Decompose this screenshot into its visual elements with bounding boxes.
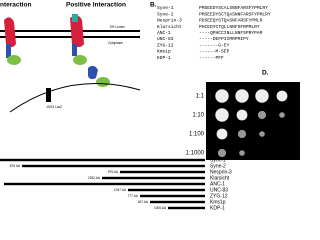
sequence: ------PFF xyxy=(199,55,224,61)
colony xyxy=(279,112,285,118)
dna xyxy=(9,83,141,113)
label: -HIS3 LacZ xyxy=(46,105,62,109)
colony xyxy=(257,110,267,120)
protein-bar xyxy=(4,182,205,186)
dilution: 1:100 xyxy=(189,132,205,138)
protein xyxy=(70,15,84,47)
panel-a: nteraction Positive Interaction ER Lumen… xyxy=(0,2,141,113)
protein xyxy=(6,44,11,58)
dilution: 1:1000 xyxy=(186,151,205,157)
colony xyxy=(255,89,269,103)
protein xyxy=(73,55,87,65)
colony xyxy=(239,150,245,156)
sequence: ------M-SEP xyxy=(199,49,230,55)
protein-name: KDP-1 xyxy=(210,205,225,210)
length: 975 AA xyxy=(108,170,119,174)
dilution: 1:1 xyxy=(196,94,205,100)
length: 777 AA xyxy=(128,194,139,198)
panel-title: Positive Interaction xyxy=(66,2,126,9)
protein-name: KDP-1 xyxy=(157,55,171,61)
figure: nteraction Positive Interaction ER Lumen… xyxy=(0,2,300,210)
protein xyxy=(72,44,77,56)
colony xyxy=(259,131,265,137)
protein xyxy=(96,77,110,87)
label: Cytoplasm xyxy=(108,41,123,45)
panel-letter: B. xyxy=(150,2,157,9)
protein-bar xyxy=(120,170,205,174)
length: 2262 AA xyxy=(88,176,101,180)
protein-bar xyxy=(128,188,205,192)
protein-name: Syne-1 xyxy=(210,157,226,163)
protein xyxy=(4,17,16,47)
membrane xyxy=(0,30,140,32)
length: 1047 AA xyxy=(114,188,127,192)
protein-name: UNC-83 xyxy=(210,187,228,193)
sequence: PDSEEQYSTQASNFARSFYPMLR xyxy=(199,18,263,24)
panel-d: D. 1:1 1:10 1:100 1:1000 xyxy=(186,70,300,160)
protein-name: Nesprin-3 xyxy=(157,18,182,24)
protein-name: Klarsicht xyxy=(210,175,230,181)
sequence: -----DEFPIIMRPMIPY xyxy=(199,36,249,42)
protein-name: ZYG-12 xyxy=(157,42,174,48)
protein-bar xyxy=(140,194,205,198)
colony xyxy=(276,90,288,102)
protein-bar xyxy=(22,164,205,168)
protein-name: UNC-83 xyxy=(157,36,174,42)
protein-name: Nesprin-3 xyxy=(210,169,232,175)
colony xyxy=(215,108,229,122)
length: 1005 AA xyxy=(154,206,167,210)
protein-name: ZYG-12 xyxy=(210,193,228,199)
protein-bar xyxy=(150,200,205,204)
panel-title: nteraction xyxy=(0,2,31,9)
colony xyxy=(237,129,247,139)
protein xyxy=(88,65,98,80)
sequence: -------G-EY xyxy=(199,42,230,48)
colony xyxy=(216,128,228,140)
panel-letter: D. xyxy=(262,70,269,77)
protein-name: Klarsicht xyxy=(157,24,182,30)
colony xyxy=(215,89,229,103)
colony xyxy=(235,89,249,103)
protein-bar xyxy=(102,176,205,180)
colony xyxy=(236,109,248,121)
length: 876 AA xyxy=(10,164,21,168)
protein-name: Syne-2 xyxy=(157,11,174,17)
protein-name: Kms1p xyxy=(210,199,226,205)
sequence: ----QPHCCINLLNNFSPRYPAM xyxy=(199,30,263,36)
colony xyxy=(217,148,227,158)
sequence: PMSEEDYSCALSNNFARSFYPMLRY xyxy=(199,5,268,11)
panel-b: B. Syne-1 PMSEEDYSCALSNNFARSFYPMLRY Syne-2… xyxy=(150,2,271,61)
sequence: PMSEEDYSCTQASNNFARSFYPMLRY xyxy=(199,11,271,17)
protein-name: ANC-1 xyxy=(210,181,225,187)
membrane xyxy=(0,36,140,38)
protein-name: ANC-1 xyxy=(157,30,171,36)
length: 467 AA xyxy=(138,200,149,204)
protein-name: Kms1p xyxy=(157,49,171,55)
protein-bar xyxy=(0,158,205,162)
label: ER Lumen xyxy=(110,25,125,29)
protein xyxy=(72,14,78,22)
sequence: PHCEDYCTQLLNNFSFRPMLRY xyxy=(199,24,260,30)
protein-bar xyxy=(168,206,205,210)
protein xyxy=(7,55,21,65)
protein-name: Syne-1 xyxy=(157,5,174,11)
arrow xyxy=(46,88,51,102)
protein-name: Syne-2 xyxy=(210,163,226,169)
dilution: 1:10 xyxy=(192,113,204,119)
